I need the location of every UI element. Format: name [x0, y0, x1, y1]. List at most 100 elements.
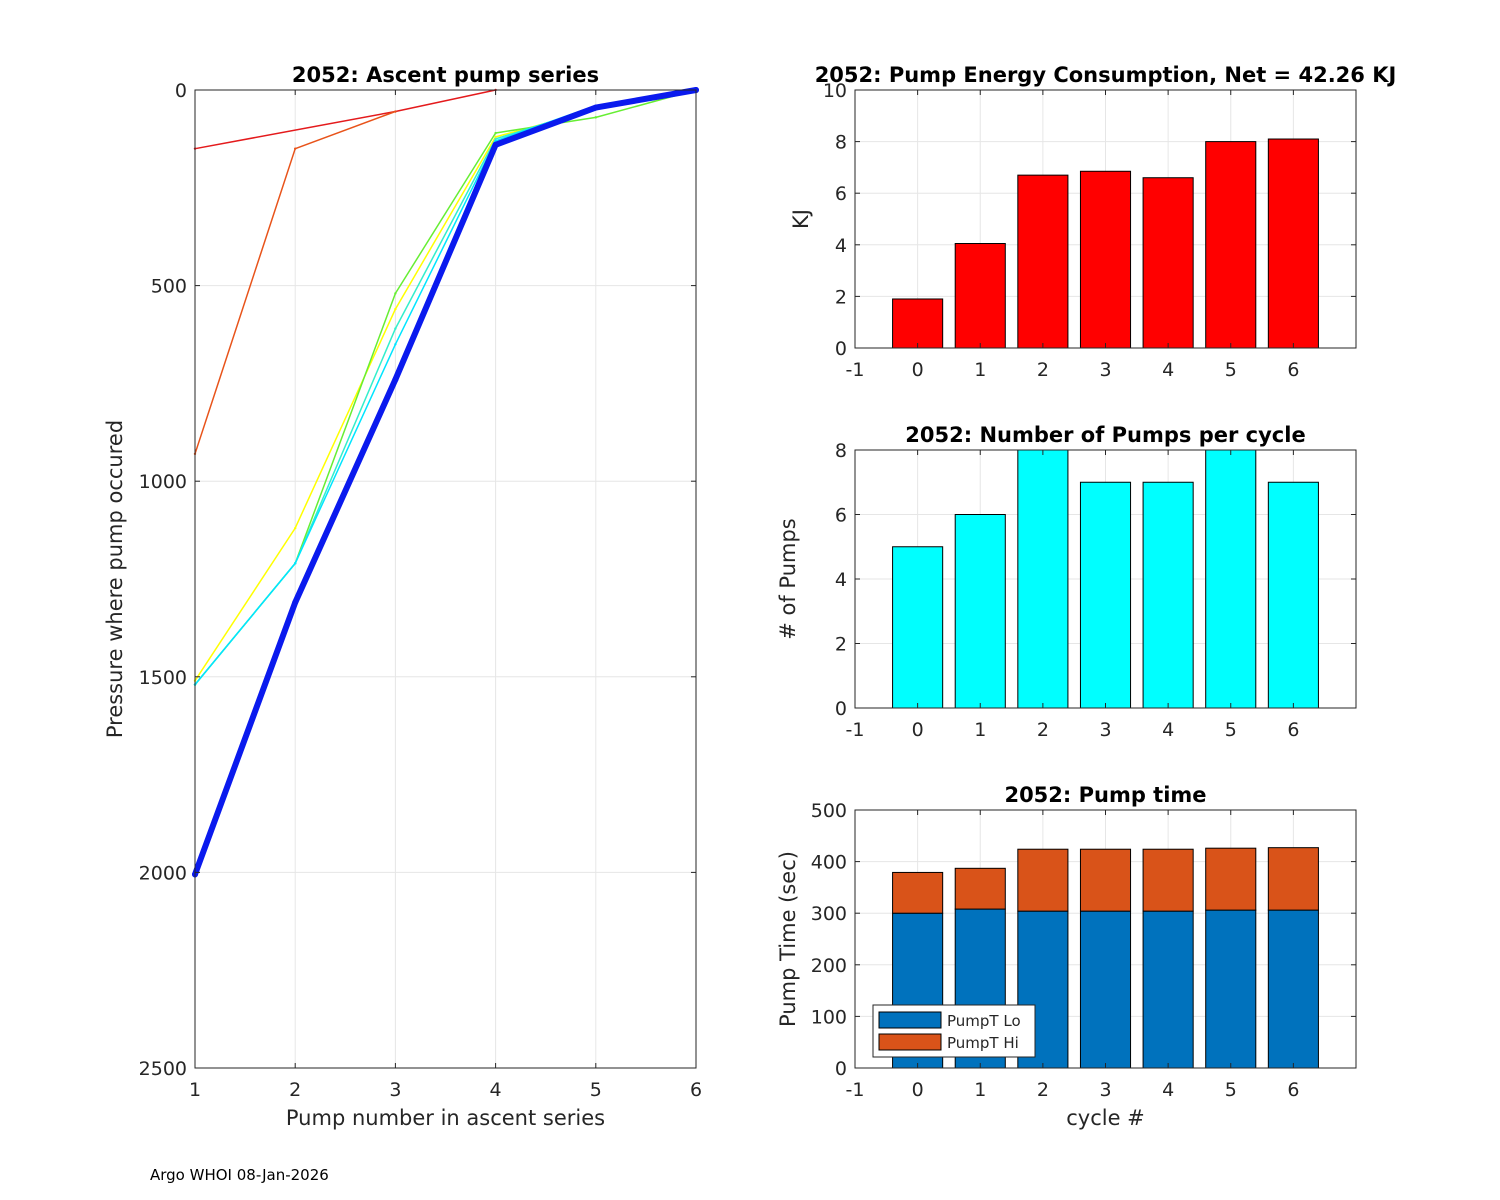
y-axis-label: Pressure where pump occured [103, 420, 127, 738]
data-point [494, 137, 497, 141]
data-point [592, 104, 599, 111]
x-tick-label: 2 [1037, 719, 1049, 741]
y-tick-label: 1000 [139, 471, 187, 493]
data-point [392, 376, 399, 383]
bar-cycle-0 [892, 298, 944, 349]
bar-cycle-5 [1205, 449, 1257, 709]
bar-cycle-4 [1142, 481, 1194, 709]
x-tick-label: 0 [912, 1079, 924, 1101]
x-tick-label: 3 [1099, 359, 1111, 381]
x-tick-label: -1 [846, 719, 865, 741]
x-axis-label: cycle # [1066, 1106, 1145, 1130]
x-tick-label: 2 [1037, 359, 1049, 381]
legend-swatch-lo [878, 1011, 942, 1029]
bar-cycle-3 [1079, 481, 1132, 709]
x-tick-label: 4 [1162, 359, 1174, 381]
y-tick-label: 0 [175, 80, 187, 102]
data-point [394, 307, 397, 311]
bar-hi-cycle-0 [892, 871, 944, 914]
y-tick-label: 500 [151, 276, 187, 298]
x-tick-label: 0 [912, 359, 924, 381]
x-tick-label: 3 [1099, 719, 1111, 741]
y-tick-label: 0 [835, 1058, 847, 1080]
bar-cycle-1 [954, 243, 1006, 349]
bar-hi-cycle-6 [1267, 847, 1319, 911]
bar-cycle-0 [892, 546, 944, 709]
x-tick-label: 3 [389, 1079, 401, 1101]
y-tick-label: 2000 [139, 862, 187, 884]
x-tick-label: 0 [912, 719, 924, 741]
bar-lo-cycle-5 [1205, 909, 1257, 1069]
x-tick-label: 1 [189, 1079, 201, 1101]
bar-cycle-2 [1017, 449, 1069, 709]
chart-title: 2052: Pump time [1004, 783, 1206, 807]
y-tick-label: 8 [835, 440, 847, 462]
x-tick-label: 5 [1225, 719, 1237, 741]
bar-hi-cycle-3 [1079, 848, 1132, 912]
y-tick-label: 6 [835, 505, 847, 527]
y-tick-label: 2500 [139, 1058, 187, 1080]
x-tick-label: 4 [1162, 1079, 1174, 1101]
data-point [394, 343, 397, 346]
y-axis-label: Pump Time (sec) [776, 851, 800, 1027]
y-tick-label: 0 [835, 698, 847, 720]
bar-cycle-5 [1205, 141, 1257, 349]
y-axis-label: # of Pumps [776, 518, 800, 640]
bar-cycle-6 [1267, 481, 1319, 709]
x-tick-label: 1 [974, 359, 986, 381]
x-tick-label: 3 [1099, 1079, 1111, 1101]
y-tick-label: 100 [811, 1006, 847, 1028]
bar-hi-cycle-2 [1017, 848, 1069, 912]
y-tick-label: 200 [811, 955, 847, 977]
chart-title: 2052: Number of Pumps per cycle [905, 423, 1305, 447]
y-tick-label: 500 [811, 800, 847, 822]
series-line-cycle-6 [192, 87, 699, 878]
ascent-pump-chart: 1 2 3 4 5 6 0 500 1000 1500 2000 2500 2052: Ascent p… [103, 63, 702, 1130]
bar-cycle-4 [1142, 177, 1194, 349]
x-tick-label: 6 [1287, 359, 1299, 381]
chart-title: 2052: Pump Energy Consumption, Net = 42.… [815, 63, 1397, 87]
y-tick-label: 6 [835, 183, 847, 205]
data-point [394, 327, 397, 330]
y-tick-label: 300 [811, 903, 847, 925]
y-tick-label: 2 [835, 634, 847, 656]
x-tick-label: 5 [590, 1079, 602, 1101]
x-tick-label: 6 [1287, 719, 1299, 741]
plot-area [195, 90, 696, 1068]
legend: PumpT Lo PumpT Hi [872, 1004, 1036, 1058]
x-tick-label: 4 [1162, 719, 1174, 741]
y-tick-label: 1500 [139, 667, 187, 689]
legend-swatch-hi [878, 1033, 942, 1051]
x-tick-label: 5 [1225, 1079, 1237, 1101]
data-point [294, 562, 297, 565]
legend-label-lo: PumpT Lo [947, 1012, 1021, 1030]
x-tick-label: 5 [1225, 359, 1237, 381]
data-point [294, 147, 297, 150]
x-tick-label: 1 [974, 1079, 986, 1101]
bar-hi-cycle-5 [1205, 847, 1257, 911]
y-tick-label: 400 [811, 852, 847, 874]
bar-lo-cycle-3 [1079, 910, 1132, 1069]
x-axis-label: Pump number in ascent series [286, 1106, 605, 1130]
y-axis-label: KJ [789, 209, 813, 229]
y-tick-label: 0 [835, 338, 847, 360]
bar-hi-cycle-4 [1142, 848, 1194, 912]
x-tick-label: 6 [690, 1079, 702, 1101]
x-tick-label: -1 [846, 1079, 865, 1101]
bar-cycle-3 [1079, 170, 1132, 349]
x-tick-label: 1 [974, 719, 986, 741]
chart-title: 2052: Ascent pump series [292, 63, 599, 87]
y-tick-label: 2 [835, 286, 847, 308]
data-point [394, 110, 397, 113]
bar-cycle-2 [1017, 174, 1069, 349]
data-point [492, 141, 499, 148]
data-point [494, 135, 497, 139]
data-point [494, 131, 497, 135]
bar-lo-cycle-4 [1142, 910, 1194, 1069]
data-point [294, 526, 297, 530]
x-tick-label: 2 [289, 1079, 301, 1101]
data-point [292, 599, 299, 606]
